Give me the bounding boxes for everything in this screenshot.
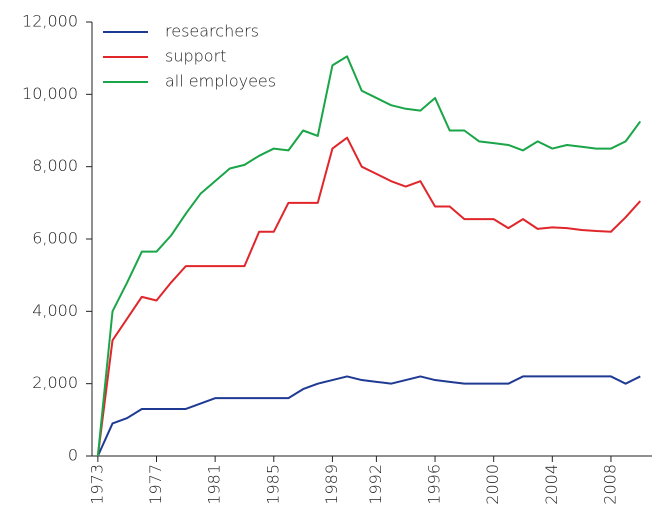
legend-label: researchers xyxy=(165,22,259,41)
legend-label: all employees xyxy=(165,72,276,91)
x-tick-label: 2004 xyxy=(542,464,561,505)
y-tick-label: 12,000 xyxy=(22,12,78,31)
x-tick-label: 1989 xyxy=(322,464,341,505)
x-tick-label: 1985 xyxy=(263,464,282,505)
y-tick-label: 10,000 xyxy=(22,84,78,103)
x-tick-label: 2008 xyxy=(600,464,619,505)
series-line xyxy=(96,375,641,457)
y-tick-label: 4,000 xyxy=(32,301,78,320)
series-line xyxy=(96,136,642,457)
y-tick-label: 6,000 xyxy=(32,229,78,248)
y-tick-label: 2,000 xyxy=(32,373,78,392)
y-tick-label: 0 xyxy=(68,446,78,465)
x-tick-label: 1996 xyxy=(425,464,444,505)
legend-label: support xyxy=(165,47,226,66)
series-line xyxy=(96,55,642,457)
x-tick-label: 1977 xyxy=(146,464,165,505)
x-tick-label: 2000 xyxy=(483,464,502,505)
x-tick-label: 1981 xyxy=(205,464,224,505)
x-tick-label: 1973 xyxy=(87,464,106,505)
y-tick-label: 8,000 xyxy=(32,156,78,175)
x-tick-label: 1992 xyxy=(366,464,385,505)
